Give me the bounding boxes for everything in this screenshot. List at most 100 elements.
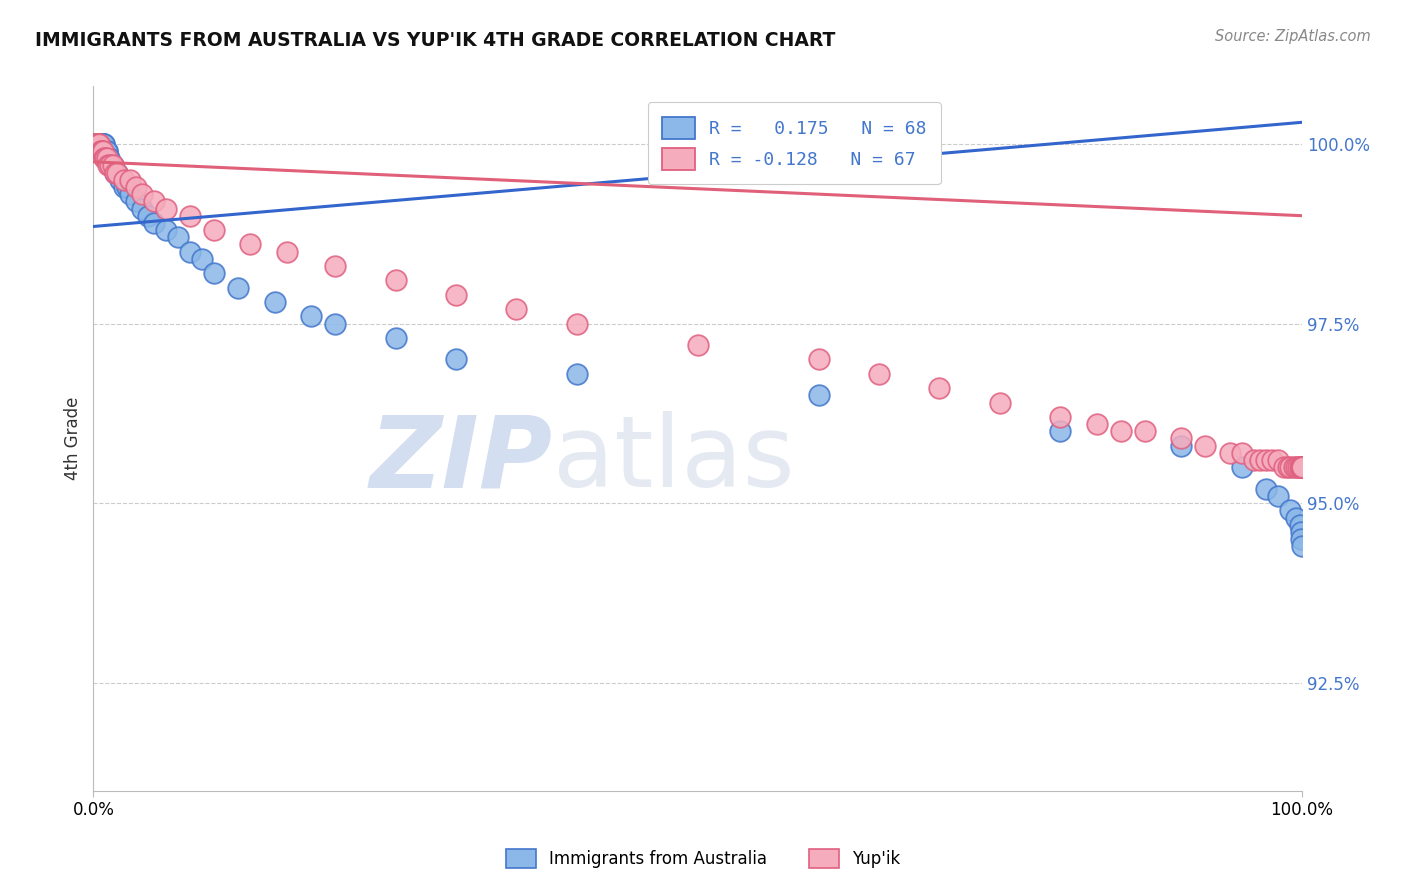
Point — [90, 136, 112, 151]
Point — [565, 317, 588, 331]
Point — [807, 352, 830, 367]
Point — [101, 158, 124, 172]
Point — [100, 158, 122, 172]
Point — [93, 136, 115, 151]
Point — [1194, 439, 1216, 453]
Point — [384, 273, 406, 287]
Point — [89, 136, 111, 151]
Legend: Immigrants from Australia, Yup'ik: Immigrants from Australia, Yup'ik — [499, 843, 907, 875]
Point — [1289, 460, 1312, 475]
Point — [98, 158, 121, 172]
Point — [1291, 539, 1313, 553]
Point — [1286, 460, 1309, 475]
Point — [131, 187, 153, 202]
Point — [107, 165, 129, 179]
Point — [107, 165, 129, 179]
Point — [87, 136, 110, 151]
Point — [112, 180, 135, 194]
Point — [1289, 524, 1312, 539]
Point — [87, 136, 110, 151]
Point — [87, 136, 110, 151]
Point — [1254, 482, 1277, 496]
Point — [96, 151, 118, 165]
Point — [90, 144, 112, 158]
Point — [1230, 460, 1253, 475]
Point — [112, 173, 135, 187]
Point — [686, 338, 709, 352]
Point — [1267, 453, 1289, 467]
Point — [90, 136, 112, 151]
Point — [87, 136, 110, 151]
Point — [118, 173, 141, 187]
Point — [1277, 460, 1299, 475]
Point — [86, 136, 108, 151]
Point — [202, 223, 225, 237]
Point — [807, 388, 830, 402]
Point — [1049, 409, 1071, 424]
Point — [84, 136, 107, 151]
Point — [1243, 453, 1265, 467]
Point — [83, 136, 105, 151]
Point — [1254, 453, 1277, 467]
Point — [89, 136, 111, 151]
Point — [87, 136, 110, 151]
Point — [93, 151, 115, 165]
Point — [384, 331, 406, 345]
Point — [505, 302, 527, 317]
Point — [565, 367, 588, 381]
Point — [91, 144, 114, 158]
Point — [1288, 517, 1310, 532]
Point — [97, 151, 120, 165]
Point — [94, 144, 117, 158]
Point — [1230, 446, 1253, 460]
Point — [323, 317, 346, 331]
Point — [83, 136, 105, 151]
Point — [1267, 489, 1289, 503]
Point — [1272, 460, 1295, 475]
Point — [83, 136, 105, 151]
Point — [89, 136, 111, 151]
Point — [299, 310, 322, 324]
Point — [115, 180, 138, 194]
Point — [1289, 532, 1312, 546]
Point — [86, 136, 108, 151]
Point — [928, 381, 950, 395]
Point — [1291, 460, 1313, 475]
Text: ZIP: ZIP — [370, 411, 553, 508]
Point — [104, 165, 127, 179]
Point — [444, 287, 467, 301]
Point — [131, 202, 153, 216]
Point — [179, 209, 201, 223]
Point — [1288, 460, 1310, 475]
Point — [97, 158, 120, 172]
Point — [90, 144, 112, 158]
Point — [118, 187, 141, 202]
Point — [155, 223, 177, 237]
Point — [167, 230, 190, 244]
Point — [179, 244, 201, 259]
Y-axis label: 4th Grade: 4th Grade — [65, 397, 82, 480]
Point — [94, 151, 117, 165]
Point — [444, 352, 467, 367]
Point — [1289, 460, 1312, 475]
Point — [84, 136, 107, 151]
Point — [124, 180, 146, 194]
Point — [84, 136, 107, 151]
Point — [142, 194, 165, 209]
Point — [90, 136, 112, 151]
Point — [89, 136, 111, 151]
Point — [1278, 460, 1301, 475]
Point — [988, 395, 1011, 409]
Point — [1282, 460, 1305, 475]
Point — [323, 259, 346, 273]
Point — [86, 136, 108, 151]
Point — [101, 158, 124, 172]
Point — [1085, 417, 1108, 431]
Point — [868, 367, 890, 381]
Point — [90, 136, 112, 151]
Point — [1285, 510, 1308, 524]
Text: IMMIGRANTS FROM AUSTRALIA VS YUP'IK 4TH GRADE CORRELATION CHART: IMMIGRANTS FROM AUSTRALIA VS YUP'IK 4TH … — [35, 31, 835, 50]
Point — [155, 202, 177, 216]
Point — [136, 209, 159, 223]
Point — [239, 237, 262, 252]
